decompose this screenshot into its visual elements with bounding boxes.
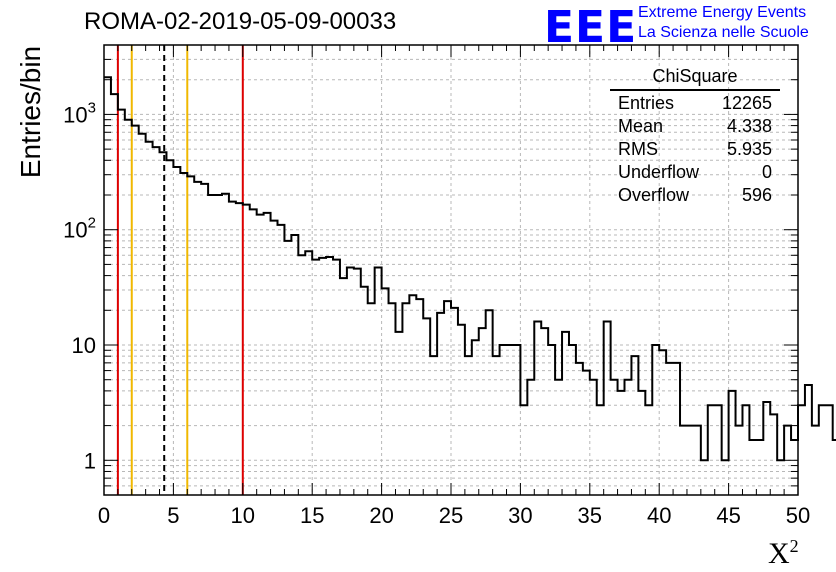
logo-line-1: Extreme Energy Events (638, 4, 807, 21)
x-tick-label: 20 (369, 503, 393, 528)
stats-row-mean: Mean 4.338 (610, 116, 780, 139)
stats-value: 596 (741, 185, 772, 205)
x-axis-label-base: X (768, 537, 790, 570)
x-tick-label: 15 (300, 503, 324, 528)
stats-label: Entries (618, 93, 675, 113)
logo-mark: EEE (544, 2, 638, 53)
stats-value: 0 (761, 162, 772, 182)
x-tick-label: 0 (98, 503, 110, 528)
stats-row-rms: RMS 5.935 (610, 139, 780, 162)
stats-row-entries: Entries 12265 (610, 93, 780, 116)
x-tick-label: 40 (647, 503, 671, 528)
stats-row-underflow: Underflow 0 (610, 162, 780, 185)
y-tick-label: 102 (63, 215, 96, 243)
y-tick-label: 1 (84, 448, 96, 473)
tick-labels: 0 5 10 15 20 25 30 35 40 45 50 1 10 102 103 (63, 99, 810, 528)
stats-value: 4.338 (726, 116, 772, 136)
x-tick-label: 50 (786, 503, 810, 528)
chart-title: ROMA-02-2019-05-09-00033 (84, 8, 397, 35)
stats-box: ChiSquare Entries 12265 Mean 4.338 RMS 5… (610, 66, 780, 208)
axis-ticks (103, 44, 799, 496)
x-axis-label-superscript: 2 (789, 536, 799, 556)
x-tick-label: 10 (231, 503, 255, 528)
stats-title: ChiSquare (610, 66, 780, 91)
y-axis-label: Entries/bin (15, 45, 46, 179)
x-tick-label: 5 (167, 503, 179, 528)
x-tick-label: 25 (439, 503, 463, 528)
y-tick-label: 10 (72, 333, 96, 358)
histogram-series (104, 76, 836, 462)
x-tick-label: 35 (578, 503, 602, 528)
histogram-line (104, 76, 836, 462)
y-tick-label: 103 (63, 99, 96, 127)
stats-label: Overflow (618, 185, 690, 205)
x-tick-label: 30 (508, 503, 532, 528)
stats-value: 5.935 (726, 139, 772, 159)
stats-label: Mean (618, 116, 664, 136)
reference-lines (116, 45, 244, 495)
logo-line-2: La Scienza nelle Scuole (638, 24, 809, 41)
stats-value: 12265 (721, 93, 772, 113)
stats-label: RMS (618, 139, 658, 159)
x-axis-label: X2 (768, 536, 799, 571)
stats-row-overflow: Overflow 596 (610, 185, 780, 208)
x-tick-label: 45 (716, 503, 740, 528)
stats-label: Underflow (618, 162, 700, 182)
